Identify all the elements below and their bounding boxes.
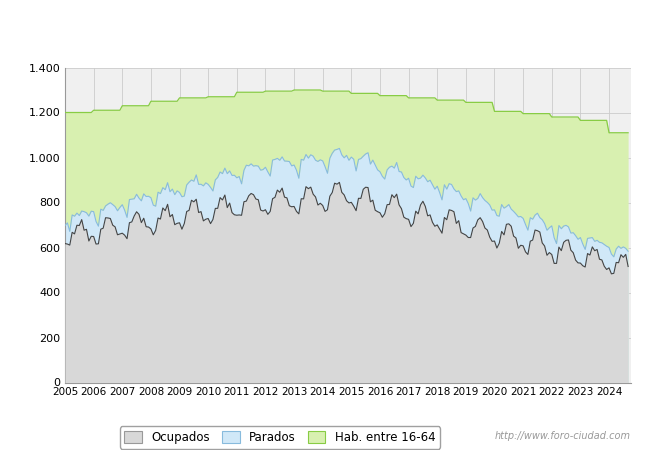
Legend: Ocupados, Parados, Hab. entre 16-64: Ocupados, Parados, Hab. entre 16-64 [120,426,440,449]
Text: http://www.foro-ciudad.com: http://www.foro-ciudad.com [495,431,630,441]
Text: Arquillos - Evolucion de la poblacion en edad de Trabajar Septiembre de 2024: Arquillos - Evolucion de la poblacion en… [81,13,569,26]
